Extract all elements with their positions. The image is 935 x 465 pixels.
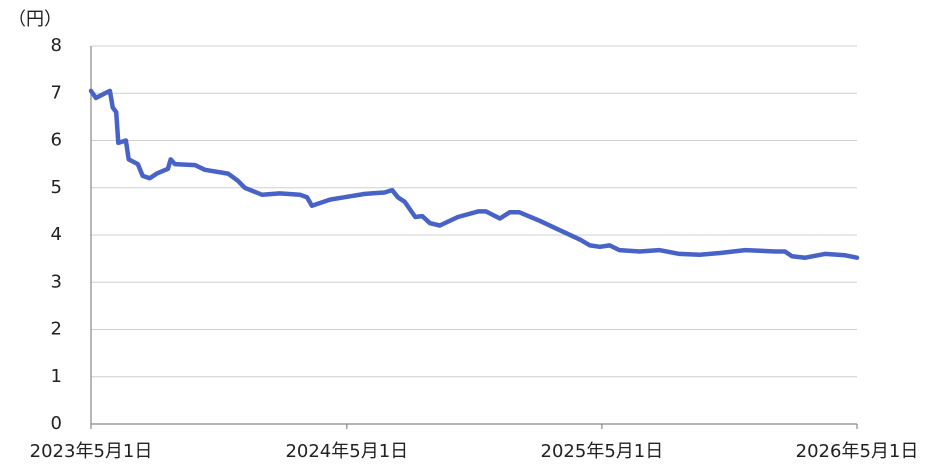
x-tick-label: 2023年5月1日 [30,441,153,462]
x-tick-label: 2026年5月1日 [796,441,919,462]
y-axis-label: （円） [8,9,62,30]
x-tick-label: 2024年5月1日 [285,441,408,462]
y-tick-label: 7 [51,82,62,103]
y-tick-label: 0 [51,413,62,434]
x-tick-label: 2025年5月1日 [541,441,664,462]
y-tick-label: 2 [51,319,62,340]
y-tick-label: 8 [51,35,62,56]
y-tick-label: 5 [51,177,62,198]
line-series [88,88,860,260]
y-tick-label: 3 [51,271,62,292]
y-tick-label: 4 [51,224,62,245]
y-tick-label: 6 [51,130,62,151]
y-tick-label: 1 [51,366,62,387]
